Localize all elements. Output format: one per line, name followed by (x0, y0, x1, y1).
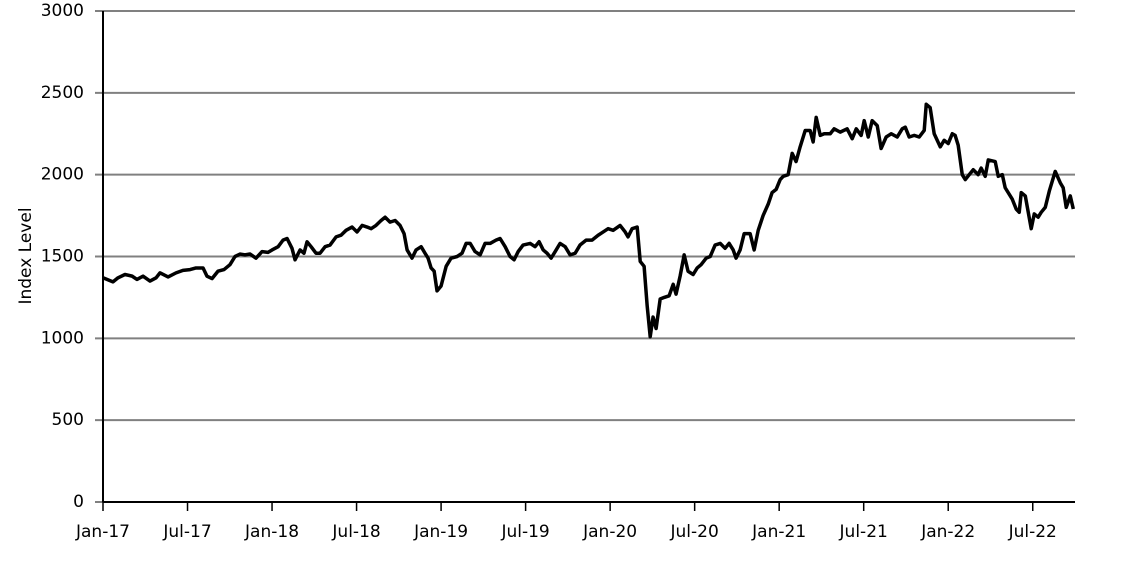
y-tick-label: 0 (73, 492, 84, 512)
x-tick-label: Jul-21 (839, 522, 888, 542)
data-line (102, 102, 1076, 339)
x-tick-label: Jul-18 (331, 522, 380, 542)
y-tick-label: 2000 (41, 165, 84, 185)
x-tick-label: Jan-18 (244, 522, 299, 542)
x-tick-label: Jul-19 (500, 522, 549, 542)
x-tick-label: Jul-20 (670, 522, 719, 542)
y-tick-label: 1000 (41, 328, 84, 348)
x-tick-label: Jan-21 (751, 522, 806, 542)
x-tick-label: Jan-19 (413, 522, 468, 542)
x-tick-label: Jan-17 (75, 522, 130, 542)
y-tick-label: 3000 (41, 1, 84, 21)
y-tick-label: 1500 (41, 247, 84, 267)
y-tick-label: 500 (52, 410, 84, 430)
x-tick-label: Jul-17 (162, 522, 211, 542)
x-tick-label: Jul-22 (1008, 522, 1057, 542)
y-axis-label: Index Level (16, 207, 36, 304)
x-tick-label: Jan-20 (582, 522, 637, 542)
y-tick-label: 2500 (41, 83, 84, 103)
x-tick-label: Jan-22 (920, 522, 975, 542)
